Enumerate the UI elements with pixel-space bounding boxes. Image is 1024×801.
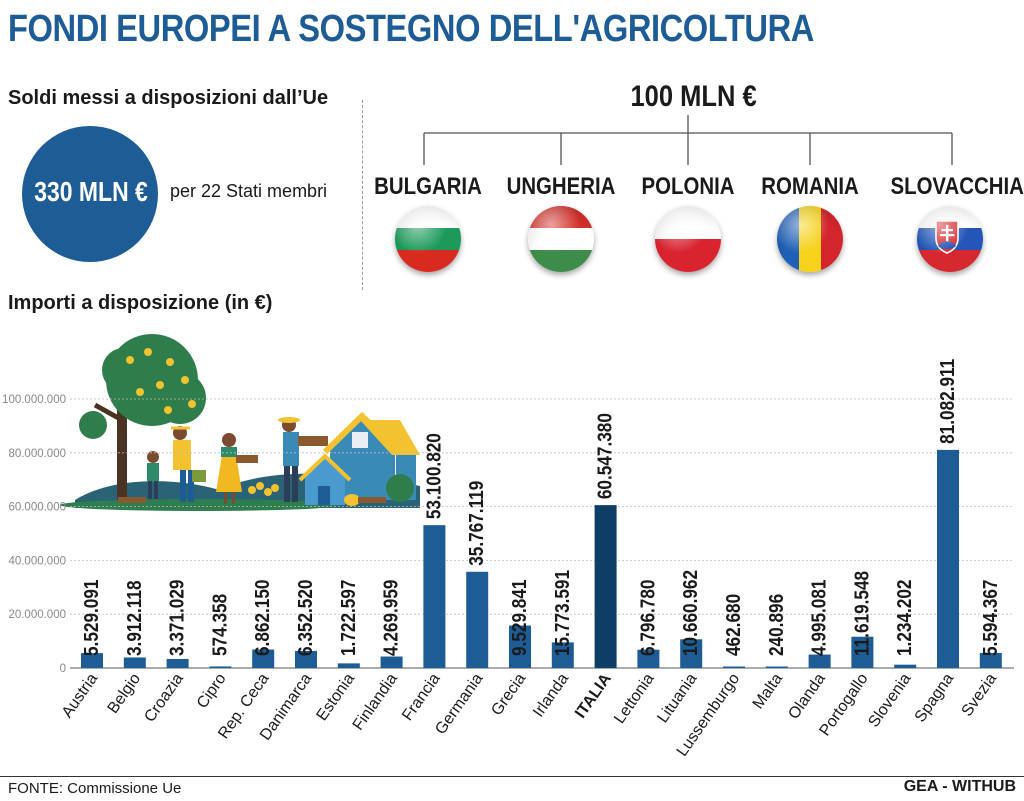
bar-italia xyxy=(594,505,617,668)
budget-subtitle: Soldi messi a disposizioni dall’Ue xyxy=(8,87,329,109)
bar-svezia xyxy=(979,652,1002,668)
bar-francia xyxy=(423,525,446,668)
value-label: 15.773.591 xyxy=(551,570,574,656)
romania-flag-icon xyxy=(777,206,843,272)
bar-spagna xyxy=(937,449,959,668)
bar-grecia xyxy=(509,625,531,668)
y-tick-label: 80.000.000 xyxy=(8,448,66,460)
bar-cipro xyxy=(209,666,232,668)
category-label: Croazia xyxy=(141,670,187,725)
bar-value-labels: 5.529.091 3.912.118 3.371.029 574.358 6.862.… xyxy=(80,359,1001,656)
bar-slovenia xyxy=(894,664,917,668)
bar-portogallo xyxy=(851,636,874,668)
value-label: 9.529.841 xyxy=(508,580,531,656)
total-badge: 330 MLN € xyxy=(22,126,158,262)
bar-lettonia xyxy=(637,649,660,668)
bar-lussemburgo xyxy=(723,666,745,668)
category-label: Svezia xyxy=(959,670,1001,719)
farm-family-illustration xyxy=(60,334,420,511)
y-axis-tick-labels: 0 20.000.000 40.000.000 60.000.000 80.000.00… xyxy=(2,394,66,675)
category-label: Lettonia xyxy=(611,670,658,726)
value-label: 6.352.520 xyxy=(294,580,317,656)
value-label: 6.862.150 xyxy=(251,580,274,656)
bar-malta xyxy=(765,666,788,668)
value-label: 5.594.367 xyxy=(979,580,1002,656)
category-label: Spagna xyxy=(912,670,958,725)
bar-estonia xyxy=(337,663,360,668)
bar-belgio xyxy=(123,657,146,668)
value-label: 53.100.820 xyxy=(422,433,445,519)
total-badge-label: 330 MLN € xyxy=(34,176,148,207)
country-label-romania: ROMANIA xyxy=(761,173,859,200)
value-label: 1.234.202 xyxy=(893,580,916,656)
section-divider xyxy=(362,100,363,290)
bar-irlanda xyxy=(551,642,574,668)
bar-croazia xyxy=(166,658,189,668)
value-label: 35.767.119 xyxy=(465,481,488,566)
category-label: Olanda xyxy=(785,670,829,722)
category-label: Cipro xyxy=(194,670,230,711)
value-label: 240.896 xyxy=(765,594,788,656)
bar-finlandia xyxy=(380,656,403,668)
value-label: 462.680 xyxy=(722,594,745,656)
value-label: 60.547.380 xyxy=(593,413,616,499)
chart-bars xyxy=(81,449,1002,668)
chart-title: Importi a disposizione (in €) xyxy=(8,292,273,314)
value-label: 3.912.118 xyxy=(123,580,146,656)
page-title: FONDI EUROPEI A SOSTEGNO DELL'AGRICOLTUR… xyxy=(8,8,814,50)
category-label: Francia xyxy=(399,670,444,724)
country-label-bulgaria: BULGARIA xyxy=(374,173,482,200)
bar-germania xyxy=(466,571,489,668)
category-label: Estonia xyxy=(314,670,359,724)
value-label: 574.358 xyxy=(208,594,231,656)
value-label: 4.995.081 xyxy=(807,580,830,656)
category-label: Lituania xyxy=(654,670,700,726)
value-label: 10.660.962 xyxy=(679,570,702,656)
bar-olanda xyxy=(808,654,831,668)
y-tick-label: 40.000.000 xyxy=(8,555,66,567)
category-label: ITALIA xyxy=(572,670,615,721)
bar-austria xyxy=(81,653,103,668)
states-note: per 22 Stati membri xyxy=(170,181,328,201)
bar-danimarca xyxy=(295,650,317,668)
value-label: 3.371.029 xyxy=(165,580,188,656)
category-label: Slovenia xyxy=(865,670,914,730)
category-label: Grecia xyxy=(488,670,529,718)
bar-rep-ceca xyxy=(252,649,275,668)
allocation-amount: 100 MLN € xyxy=(630,80,757,113)
value-label: 6.796.780 xyxy=(636,580,659,656)
category-label: Austria xyxy=(59,670,102,721)
hungary-flag-icon xyxy=(528,206,594,272)
country-label-hungary: UNGHERIA xyxy=(506,173,616,200)
bar-lituania xyxy=(680,639,703,668)
slovakia-flag-icon xyxy=(917,206,983,272)
category-label: Irlanda xyxy=(530,670,572,720)
value-label: 81.082.911 xyxy=(936,359,959,444)
y-tick-label: 0 xyxy=(60,663,66,675)
y-tick-label: 100.000.000 xyxy=(2,394,66,406)
source-note: FONTE: Commissione Ue xyxy=(8,780,182,797)
category-label: Belgio xyxy=(105,670,144,716)
value-label: 11.619.548 xyxy=(850,571,873,656)
country-label-poland: POLONIA xyxy=(641,173,735,200)
bulgaria-flag-icon xyxy=(395,206,461,272)
country-label-slovakia: SLOVACCHIA xyxy=(890,173,1024,200)
value-label: 5.529.091 xyxy=(80,580,103,656)
poland-flag-icon xyxy=(655,206,721,272)
y-tick-label: 20.000.000 xyxy=(8,609,66,621)
footer-divider xyxy=(0,776,1024,777)
y-tick-label: 60.000.000 xyxy=(8,502,66,514)
value-label: 1.722.597 xyxy=(337,580,360,656)
category-label: Malta xyxy=(750,670,786,712)
brand-credit: GEA - WITHUB xyxy=(903,778,1016,795)
value-label: 4.269.959 xyxy=(379,580,402,656)
